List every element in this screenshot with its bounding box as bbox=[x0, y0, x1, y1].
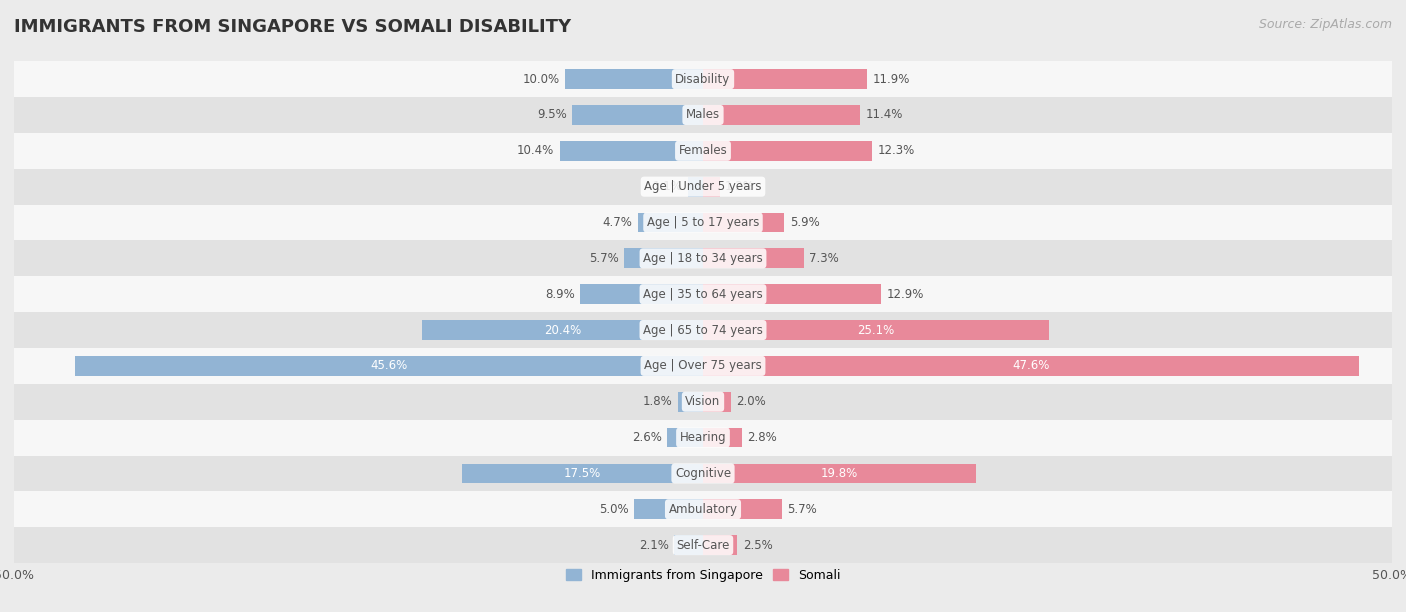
Legend: Immigrants from Singapore, Somali: Immigrants from Singapore, Somali bbox=[561, 564, 845, 587]
Bar bbox=[703, 248, 804, 268]
Text: 1.2%: 1.2% bbox=[725, 180, 755, 193]
Text: 11.4%: 11.4% bbox=[866, 108, 903, 121]
Text: 11.9%: 11.9% bbox=[873, 73, 910, 86]
Bar bbox=[14, 384, 1392, 420]
Text: 1.8%: 1.8% bbox=[643, 395, 672, 408]
Text: Age | Under 5 years: Age | Under 5 years bbox=[644, 180, 762, 193]
Bar bbox=[422, 320, 703, 340]
Bar bbox=[703, 212, 785, 233]
Text: Source: ZipAtlas.com: Source: ZipAtlas.com bbox=[1258, 18, 1392, 31]
Bar bbox=[703, 141, 873, 161]
Text: Ambulatory: Ambulatory bbox=[668, 503, 738, 516]
Text: 9.5%: 9.5% bbox=[537, 108, 567, 121]
Bar bbox=[703, 320, 1049, 340]
Bar bbox=[703, 69, 868, 89]
Text: Disability: Disability bbox=[675, 73, 731, 86]
Bar bbox=[678, 392, 703, 412]
Text: 10.0%: 10.0% bbox=[523, 73, 560, 86]
Bar bbox=[703, 177, 720, 196]
Text: 5.0%: 5.0% bbox=[599, 503, 628, 516]
Bar bbox=[572, 105, 703, 125]
Bar bbox=[14, 97, 1392, 133]
Bar bbox=[668, 428, 703, 447]
Bar bbox=[638, 212, 703, 233]
Bar bbox=[673, 536, 703, 555]
Text: 17.5%: 17.5% bbox=[564, 467, 600, 480]
Text: Age | Over 75 years: Age | Over 75 years bbox=[644, 359, 762, 372]
Bar bbox=[703, 356, 1358, 376]
Text: Age | 18 to 34 years: Age | 18 to 34 years bbox=[643, 252, 763, 265]
Bar bbox=[14, 491, 1392, 527]
Bar bbox=[14, 312, 1392, 348]
Bar bbox=[14, 455, 1392, 491]
Text: 4.7%: 4.7% bbox=[603, 216, 633, 229]
Text: 20.4%: 20.4% bbox=[544, 324, 581, 337]
Bar bbox=[703, 428, 741, 447]
Bar bbox=[703, 285, 880, 304]
Bar bbox=[14, 241, 1392, 276]
Bar bbox=[14, 169, 1392, 204]
Text: IMMIGRANTS FROM SINGAPORE VS SOMALI DISABILITY: IMMIGRANTS FROM SINGAPORE VS SOMALI DISA… bbox=[14, 18, 571, 36]
Text: 2.1%: 2.1% bbox=[638, 539, 669, 551]
Text: Self-Care: Self-Care bbox=[676, 539, 730, 551]
Text: 12.3%: 12.3% bbox=[877, 144, 915, 157]
Text: 5.7%: 5.7% bbox=[787, 503, 817, 516]
Bar bbox=[703, 105, 860, 125]
Text: 45.6%: 45.6% bbox=[370, 359, 408, 372]
Text: 7.3%: 7.3% bbox=[808, 252, 839, 265]
Bar bbox=[14, 348, 1392, 384]
Bar bbox=[14, 204, 1392, 241]
Text: Females: Females bbox=[679, 144, 727, 157]
Bar bbox=[14, 527, 1392, 563]
Text: 2.0%: 2.0% bbox=[737, 395, 766, 408]
Text: 5.7%: 5.7% bbox=[589, 252, 619, 265]
Text: 12.9%: 12.9% bbox=[886, 288, 924, 300]
Text: 1.1%: 1.1% bbox=[652, 180, 682, 193]
Text: Males: Males bbox=[686, 108, 720, 121]
Bar bbox=[688, 177, 703, 196]
Text: 8.9%: 8.9% bbox=[546, 288, 575, 300]
Bar bbox=[581, 285, 703, 304]
Bar bbox=[624, 248, 703, 268]
Text: 2.5%: 2.5% bbox=[742, 539, 773, 551]
Bar bbox=[560, 141, 703, 161]
Text: 47.6%: 47.6% bbox=[1012, 359, 1050, 372]
Text: 19.8%: 19.8% bbox=[821, 467, 858, 480]
Text: Hearing: Hearing bbox=[679, 431, 727, 444]
Bar bbox=[14, 420, 1392, 455]
Text: 2.6%: 2.6% bbox=[631, 431, 662, 444]
Text: 2.8%: 2.8% bbox=[747, 431, 778, 444]
Bar bbox=[461, 463, 703, 483]
Bar bbox=[703, 463, 976, 483]
Text: Age | 65 to 74 years: Age | 65 to 74 years bbox=[643, 324, 763, 337]
Bar bbox=[703, 536, 738, 555]
Bar bbox=[14, 133, 1392, 169]
Bar bbox=[14, 61, 1392, 97]
Text: Cognitive: Cognitive bbox=[675, 467, 731, 480]
Bar bbox=[14, 276, 1392, 312]
Text: Vision: Vision bbox=[685, 395, 721, 408]
Text: Age | 5 to 17 years: Age | 5 to 17 years bbox=[647, 216, 759, 229]
Text: 25.1%: 25.1% bbox=[858, 324, 894, 337]
Bar bbox=[703, 392, 731, 412]
Bar bbox=[565, 69, 703, 89]
Text: 10.4%: 10.4% bbox=[517, 144, 554, 157]
Bar bbox=[703, 499, 782, 519]
Text: Age | 35 to 64 years: Age | 35 to 64 years bbox=[643, 288, 763, 300]
Text: 5.9%: 5.9% bbox=[790, 216, 820, 229]
Bar bbox=[75, 356, 703, 376]
Bar bbox=[634, 499, 703, 519]
